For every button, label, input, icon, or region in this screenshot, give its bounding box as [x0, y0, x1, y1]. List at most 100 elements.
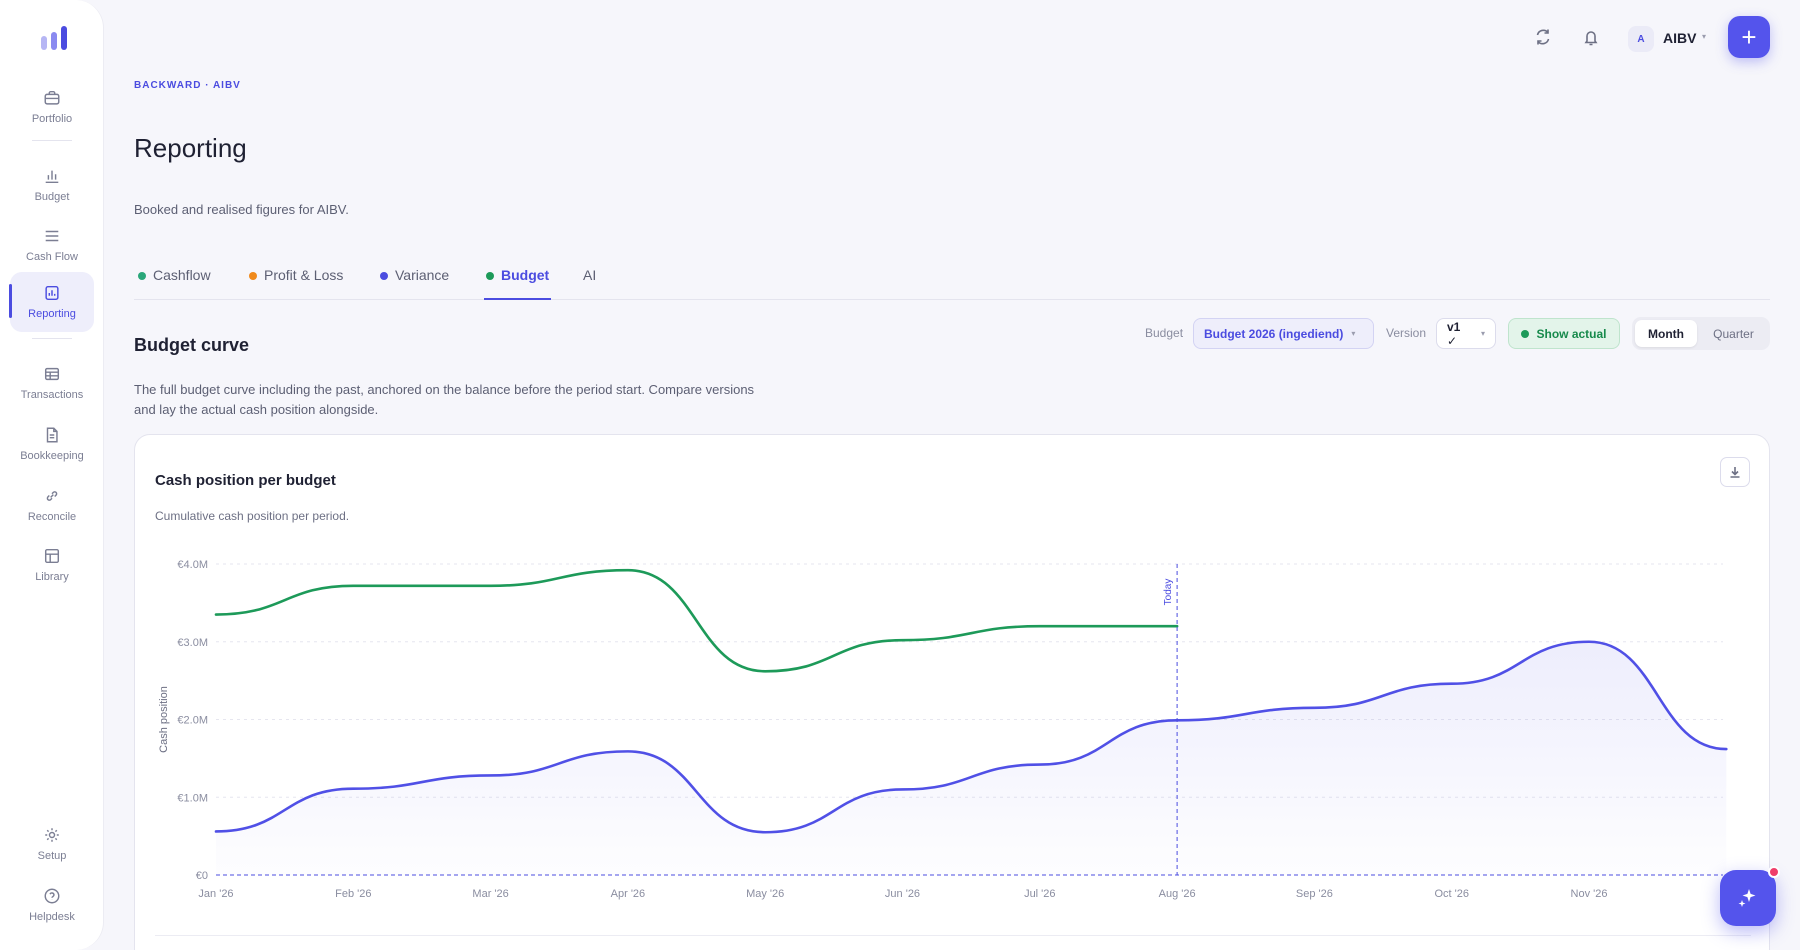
- budget-select-value: Budget 2026 (ingediend): [1204, 326, 1344, 341]
- notification-badge: [1768, 866, 1780, 878]
- avatar[interactable]: A: [1628, 26, 1654, 52]
- sidebar-item-label: Bookkeeping: [20, 450, 84, 462]
- y-tick-label: €3.0M: [177, 637, 208, 649]
- sidebar-item-label: Transactions: [20, 389, 84, 401]
- budget-label: Budget: [1145, 326, 1184, 340]
- sidebar-item-label: Portfolio: [31, 113, 73, 125]
- chevron-down-icon[interactable]: ▾: [1702, 32, 1707, 41]
- y-tick-label: €0: [196, 870, 208, 882]
- status-dot: [486, 272, 494, 280]
- show-actual-toggle[interactable]: Show actual: [1508, 318, 1620, 349]
- document-icon: [46, 427, 58, 443]
- briefcase-icon: [44, 90, 60, 105]
- x-tick-label: Nov '26: [1571, 888, 1608, 900]
- period-option-month[interactable]: Month: [1635, 320, 1697, 347]
- sidebar-item-reconcile[interactable]: Reconcile: [10, 476, 94, 534]
- add-button[interactable]: +: [1728, 16, 1770, 58]
- tab-profit-loss[interactable]: Profit & Loss: [249, 264, 343, 300]
- sidebar-item-label: Reporting: [28, 308, 76, 320]
- x-tick-label: Mar '26: [472, 888, 508, 900]
- sidebar-item-label: Cash Flow: [26, 251, 78, 263]
- x-tick-label: Jan '26: [198, 888, 233, 900]
- gear-icon: [45, 828, 59, 842]
- version-select[interactable]: v1 ✓ ▾: [1436, 318, 1496, 349]
- status-dot: [249, 272, 257, 280]
- ai-assistant-button[interactable]: [1720, 866, 1780, 926]
- sidebar-item-label: Helpdesk: [29, 911, 75, 923]
- chevron-down-icon: ▾: [1351, 329, 1356, 338]
- sidebar-item-cash-flow[interactable]: Cash Flow: [10, 216, 94, 274]
- tab-label: Profit & Loss: [264, 267, 344, 283]
- download-icon: [1730, 467, 1740, 478]
- cash-position-chart: €0 €1.0M €2.0M €3.0M €4.0M Jan '26 Feb '26 Mar …: [158, 559, 1733, 900]
- sidebar-item-setup[interactable]: Setup: [10, 815, 94, 873]
- x-tick-label: Sep '26: [1296, 888, 1333, 900]
- y-tick-label: €4.0M: [177, 559, 208, 571]
- chevron-down-icon: ▾: [1480, 329, 1485, 338]
- notifications-button[interactable]: [1580, 26, 1602, 48]
- link-icon: [46, 491, 58, 501]
- tab-variance[interactable]: Variance: [380, 264, 449, 300]
- plus-icon: +: [1741, 21, 1757, 52]
- chart-title: Cash position per budget: [155, 472, 336, 489]
- sparkle-icon: [1738, 889, 1756, 907]
- show-actual-label: Show actual: [1536, 326, 1607, 341]
- tab-bar: Cashflow Profit & Loss Variance Budget A…: [134, 264, 1770, 300]
- sidebar-item-reporting[interactable]: Reporting: [9, 272, 94, 332]
- status-dot: [380, 272, 388, 280]
- version-select-value: v1 ✓: [1447, 319, 1461, 348]
- divider: [32, 140, 72, 141]
- period-option-quarter[interactable]: Quarter: [1713, 326, 1754, 341]
- breadcrumb[interactable]: BACKWARD · AIBV: [134, 80, 241, 91]
- library-icon: [44, 548, 60, 564]
- budget-select[interactable]: Budget 2026 (ingediend) ▾: [1193, 318, 1374, 349]
- section-title: Budget curve: [134, 335, 250, 355]
- refresh-button[interactable]: [1532, 26, 1554, 48]
- x-tick-label: Aug '26: [1159, 888, 1196, 900]
- account-name[interactable]: AIBV: [1663, 30, 1697, 46]
- sidebar-item-library[interactable]: Library: [10, 536, 94, 594]
- section-description: The full budget curve including the past…: [134, 382, 755, 417]
- chart-card: Cash position per budget Cumulative cash…: [134, 434, 1770, 950]
- x-tick-label: Feb '26: [335, 888, 371, 900]
- sidebar-item-bookkeeping[interactable]: Bookkeeping: [10, 415, 94, 473]
- sidebar-item-portfolio[interactable]: Portfolio: [10, 78, 94, 136]
- refresh-icon: [1536, 29, 1550, 45]
- sidebar-item-label: Library: [35, 571, 69, 583]
- sidebar-item-label: Budget: [34, 191, 70, 203]
- x-tick-label: Jun '26: [885, 888, 920, 900]
- app-logo-icon[interactable]: [40, 24, 68, 52]
- sidebar-item-transactions[interactable]: Transactions: [10, 354, 94, 412]
- sidebar-item-budget[interactable]: Budget: [10, 156, 94, 214]
- help-icon: [44, 888, 60, 904]
- series-area-budget: [216, 641, 1727, 875]
- x-tick-label: Apr '26: [611, 888, 646, 900]
- lines-icon: [45, 230, 59, 242]
- download-button[interactable]: [1720, 457, 1750, 487]
- sidebar-item-helpdesk[interactable]: Helpdesk: [10, 876, 94, 934]
- chart-subtitle: Cumulative cash position per period.: [155, 509, 350, 523]
- report-icon: [45, 285, 59, 301]
- status-dot: [1521, 329, 1530, 338]
- page-title: Reporting: [134, 133, 247, 163]
- tab-label: Cashflow: [153, 267, 211, 283]
- sidebar: Portfolio Budget Cash Flow Reporting Tra…: [0, 0, 104, 950]
- series-line-budget: [214, 640, 1728, 834]
- tab-ai[interactable]: AI: [583, 264, 596, 300]
- status-dot: [138, 272, 146, 280]
- bell-icon: [1584, 31, 1598, 46]
- x-tick-label: May '26: [746, 888, 784, 900]
- y-axis-label: Cash position: [158, 686, 170, 753]
- table-icon: [44, 367, 60, 381]
- y-tick-label: €2.0M: [177, 715, 208, 727]
- divider: [32, 338, 72, 339]
- version-label: Version: [1386, 326, 1427, 340]
- sidebar-item-label: Setup: [37, 850, 67, 862]
- series-line-actual: [214, 568, 1179, 673]
- tab-cashflow[interactable]: Cashflow: [138, 264, 211, 300]
- tab-budget[interactable]: Budget: [484, 264, 552, 300]
- x-tick-label: Oct '26: [1434, 888, 1469, 900]
- x-tick-label: Jul '26: [1024, 888, 1055, 900]
- tab-label: Variance: [395, 267, 450, 283]
- sidebar-item-label: Reconcile: [27, 511, 77, 523]
